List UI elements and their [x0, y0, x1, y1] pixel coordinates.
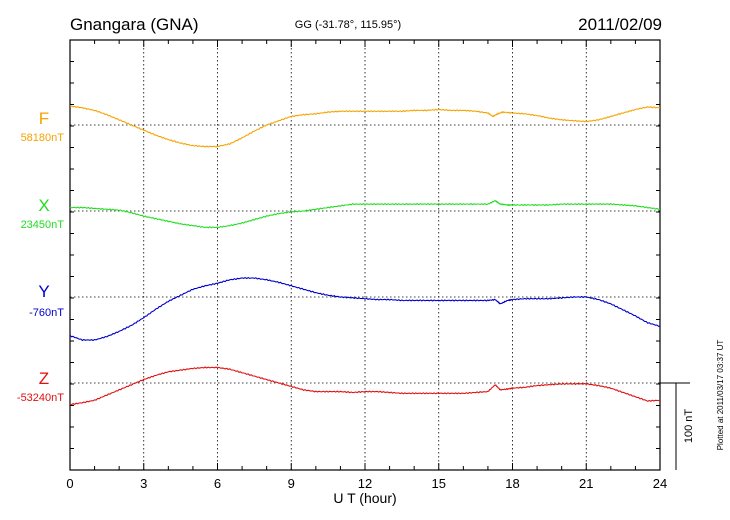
series-line-x	[69, 200, 661, 229]
series-labels: F 58180nT X 23450nT Y -760nT Z -53240nT	[17, 109, 64, 404]
series-name-f: F	[39, 109, 49, 128]
x-tick-label-12: 12	[358, 476, 372, 491]
plot-date: 2011/02/09	[578, 15, 662, 34]
grid-lines	[70, 39, 660, 470]
x-tick-label-15: 15	[432, 476, 446, 491]
plotted-timestamp: Plotted at 2011/03/17 03:37 UT	[716, 340, 725, 451]
x-axis-label: U T (hour)	[333, 490, 396, 506]
x-tick-label-24: 24	[653, 476, 667, 491]
station-coordinates: GG (-31.78°, 115.95°)	[295, 19, 401, 31]
x-tick-label-0: 0	[66, 476, 73, 491]
x-tick-label-3: 3	[140, 476, 147, 491]
series-baseline-y: -760nT	[29, 307, 64, 319]
series-line-y	[69, 277, 661, 342]
station-title: Gnangara (GNA)	[70, 15, 199, 34]
x-tick-label-18: 18	[505, 476, 519, 491]
series-name-z: Z	[39, 369, 49, 388]
data-series	[69, 105, 661, 406]
series-baseline-z: -53240nT	[17, 392, 64, 404]
x-tick-labels: 0 3 6 9 12 15 18 21 24	[66, 476, 667, 491]
scale-bar: 100 nT	[660, 382, 695, 470]
series-name-x: X	[38, 196, 49, 215]
x-tick-label-9: 9	[288, 476, 295, 491]
axis-ticks	[69, 39, 661, 471]
series-baseline-x: 23450nT	[21, 219, 65, 231]
series-name-y: Y	[38, 282, 49, 301]
series-baseline-f: 58180nT	[21, 132, 65, 144]
x-tick-label-21: 21	[579, 476, 593, 491]
series-line-f	[70, 105, 661, 148]
scale-bar-label: 100 nT	[683, 409, 695, 444]
x-tick-label-6: 6	[214, 476, 221, 491]
series-line-z	[69, 366, 661, 406]
